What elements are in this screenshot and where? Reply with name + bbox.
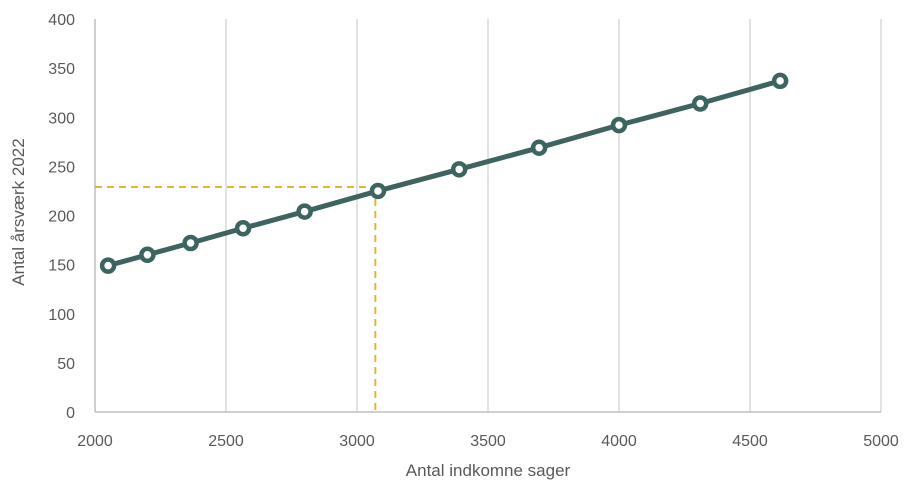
series [99,72,789,274]
x-tick-label: 2000 [77,433,113,450]
y-tick-label: 250 [48,159,75,176]
x-tick-label: 2500 [208,433,244,450]
data-point [234,220,252,237]
x-tick-label: 4000 [601,433,637,450]
data-point [99,257,117,274]
y-tick-label: 200 [48,209,75,226]
data-point [771,72,789,90]
x-axis-title: Antal indkomne sager [406,461,571,480]
data-point [691,95,709,112]
y-tick-label: 400 [48,12,75,29]
data-point [296,203,313,220]
data-point [369,182,387,200]
reference-lines [95,186,377,412]
data-point [450,161,468,178]
axes [94,19,881,413]
data-point [530,139,548,156]
data-point [182,234,199,252]
y-tick-label: 300 [48,110,75,127]
data-point [610,116,628,134]
data-point [139,246,156,264]
x-tick-label: 3500 [470,433,506,450]
gridlines [225,19,882,412]
tick-labels: 2000 2500 3000 3500 4000 4500 5000 0 50 100 150 200… [48,12,899,450]
x-tick-label: 5000 [863,433,899,450]
series-line [105,78,783,269]
y-axis-title: Antal årsværk 2022 [9,138,28,285]
y-tick-label: 350 [48,61,75,78]
y-tick-label: 0 [66,405,75,422]
y-tick-label: 150 [48,258,75,275]
x-tick-label: 3000 [339,433,375,450]
y-tick-label: 50 [57,356,75,373]
x-tick-label: 4500 [732,433,768,450]
y-tick-label: 100 [48,307,75,324]
